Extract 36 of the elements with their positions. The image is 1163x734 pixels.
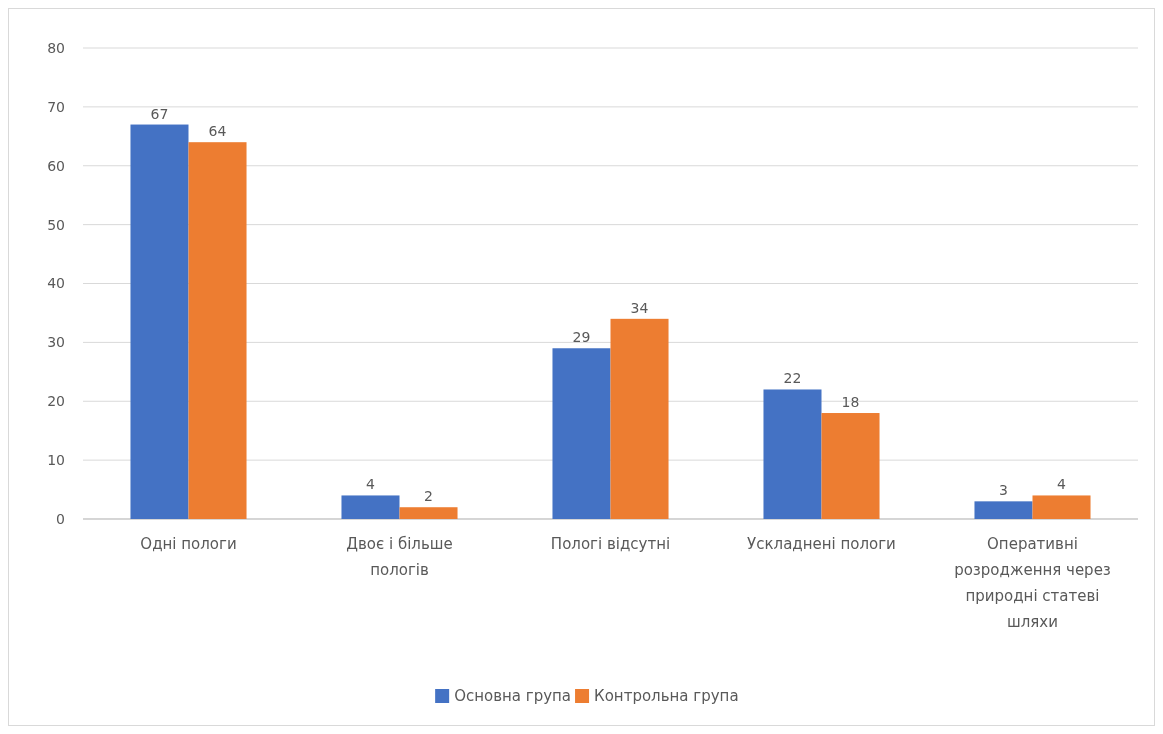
bar [399, 507, 458, 519]
x-tick-label: Одні пологи [140, 535, 237, 553]
data-label: 67 [150, 105, 169, 122]
data-label: 64 [208, 123, 227, 140]
bar [341, 495, 400, 519]
data-label: 2 [424, 488, 433, 505]
y-tick-label: 70 [47, 98, 65, 115]
x-tick-label: Двоє і більше пологів [346, 535, 453, 579]
data-label: 34 [630, 299, 649, 316]
bar [552, 348, 611, 519]
data-label: 18 [841, 394, 860, 411]
x-tick-label: Ускладнені пологи [747, 535, 896, 553]
data-label: 22 [783, 370, 802, 387]
y-tick-label: 40 [47, 275, 65, 292]
legend-label: Контрольна група [594, 687, 739, 706]
bar [763, 389, 822, 519]
bar [610, 318, 669, 519]
y-tick-label: 0 [56, 510, 65, 527]
y-tick-label: 80 [47, 39, 65, 56]
bar [130, 124, 189, 519]
x-tick-label: Оперативні розродження через природні статеві шляхи [954, 535, 1111, 631]
bar [974, 501, 1033, 519]
y-tick-label: 30 [47, 334, 65, 351]
data-label: 29 [572, 329, 591, 346]
data-label: 4 [1057, 476, 1067, 493]
bar [188, 142, 247, 519]
data-label: 4 [366, 476, 376, 493]
y-tick-label: 50 [47, 216, 65, 233]
x-tick-label: Пологі відсутні [550, 535, 671, 553]
y-tick-label: 10 [47, 452, 65, 469]
y-tick-label: 60 [47, 157, 65, 174]
data-label: 3 [999, 482, 1008, 499]
y-tick-label: 20 [47, 393, 65, 410]
bar [1032, 495, 1091, 519]
bar [821, 413, 880, 519]
legend-label: Основна група [454, 687, 572, 706]
